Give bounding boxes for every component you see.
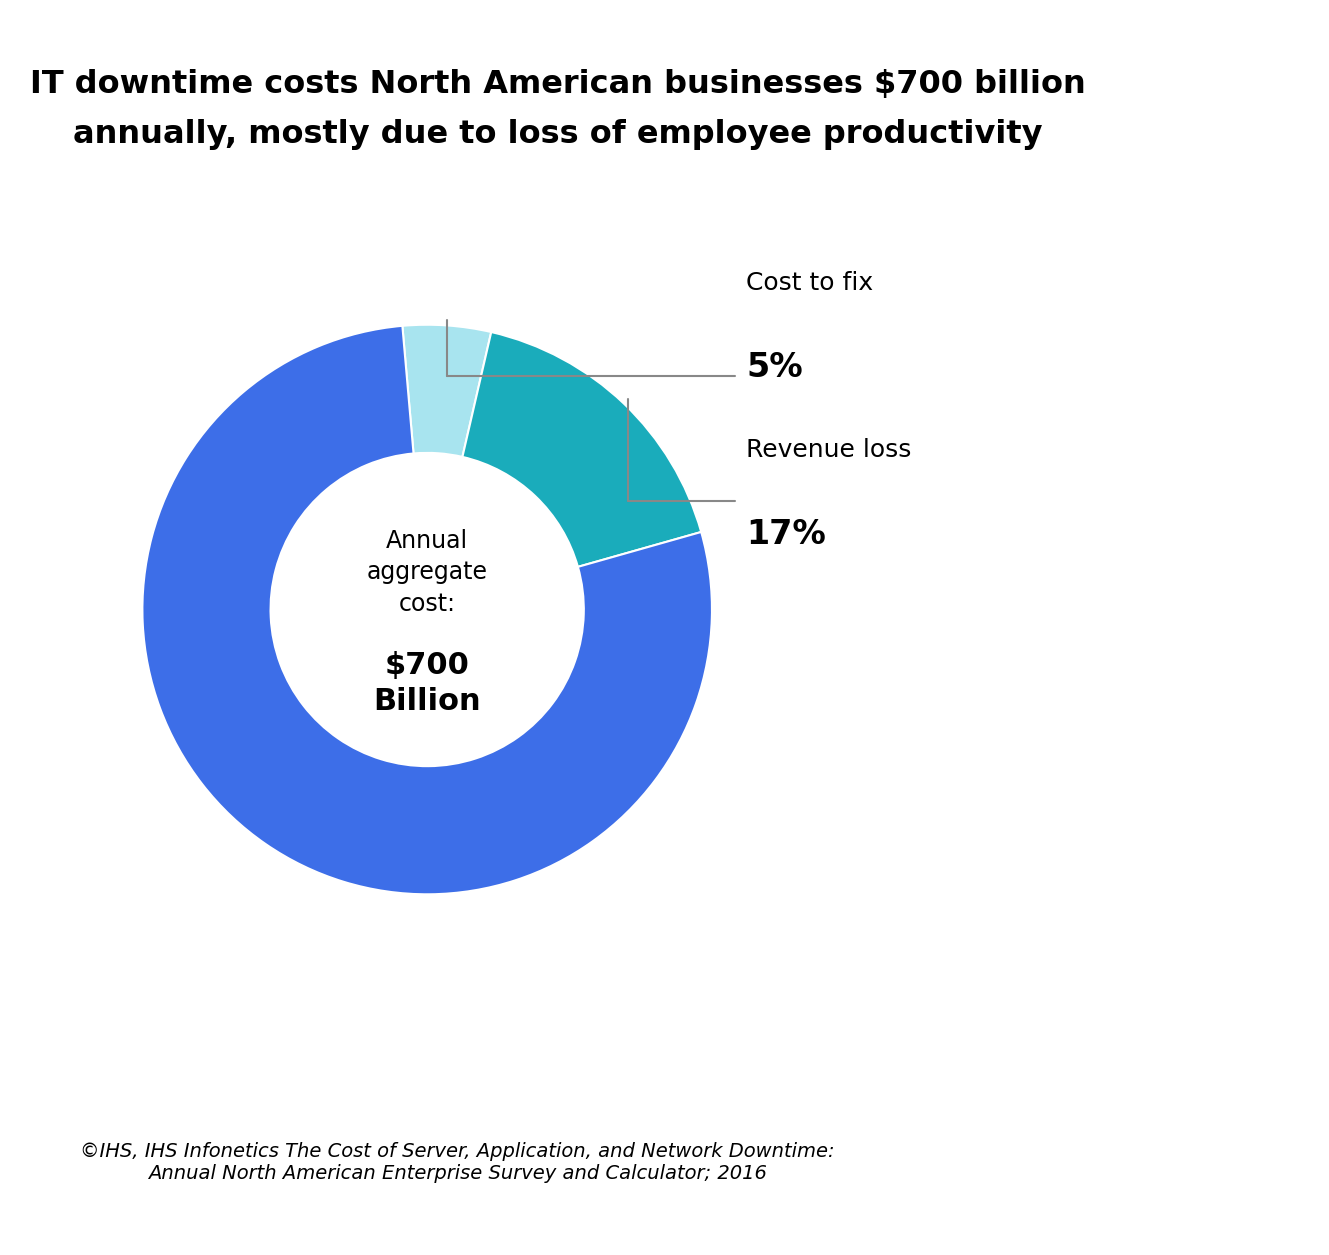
- Text: annually, mostly due to loss of employee productivity: annually, mostly due to loss of employee…: [73, 119, 1043, 151]
- Text: ©IHS, IHS Infonetics The Cost of Server, Application, and Network Downtime:
Annu: ©IHS, IHS Infonetics The Cost of Server,…: [80, 1142, 835, 1183]
- Text: 5%: 5%: [746, 351, 803, 384]
- Wedge shape: [142, 326, 712, 895]
- Wedge shape: [403, 325, 492, 457]
- Text: Annual
aggregate
cost:: Annual aggregate cost:: [367, 528, 488, 616]
- Text: Cost to fix: Cost to fix: [746, 271, 873, 295]
- Wedge shape: [462, 333, 702, 567]
- Text: $700
Billion: $700 Billion: [373, 651, 481, 717]
- Text: 17%: 17%: [746, 518, 825, 551]
- Text: Revenue loss: Revenue loss: [746, 438, 912, 462]
- Text: IT downtime costs North American businesses $700 billion: IT downtime costs North American busines…: [31, 69, 1086, 100]
